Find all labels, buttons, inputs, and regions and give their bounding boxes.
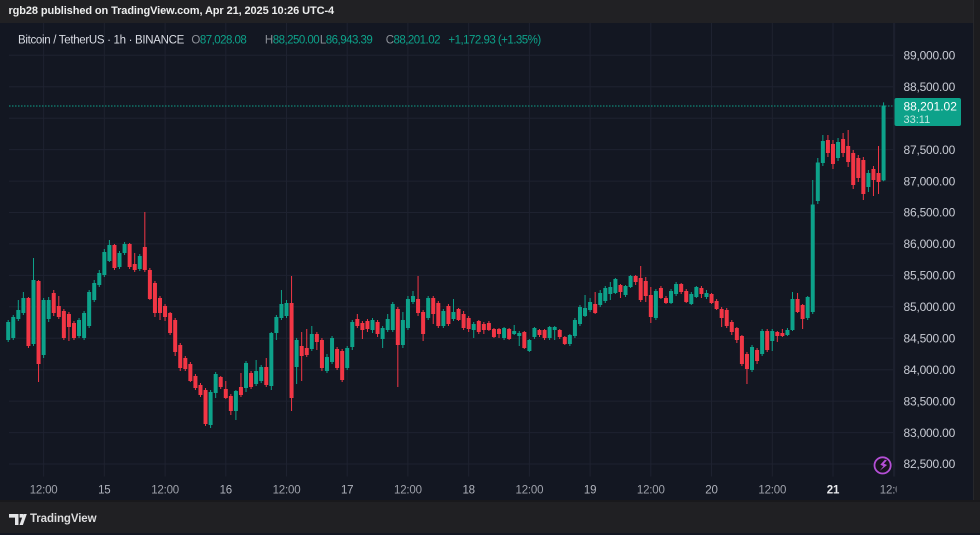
svg-text:21: 21 (827, 485, 840, 497)
svg-text:12:00: 12:00 (637, 485, 665, 497)
svg-text:12:00: 12:00 (394, 485, 422, 497)
svg-text:12:00: 12:00 (516, 485, 544, 497)
svg-text:89,000.00: 89,000.00 (904, 49, 956, 63)
svg-text:82,500.00: 82,500.00 (904, 457, 956, 471)
svg-text:L86,943.39: L86,943.39 (320, 34, 372, 46)
svg-text:20: 20 (705, 485, 717, 497)
svg-text:15: 15 (98, 485, 110, 497)
svg-text:86,500.00: 86,500.00 (904, 206, 956, 220)
svg-text:C88,201.02: C88,201.02 (386, 34, 440, 46)
svg-text:84,000.00: 84,000.00 (904, 363, 956, 377)
svg-text:O87,028.08: O87,028.08 (191, 34, 246, 46)
svg-text:12:00: 12:00 (880, 485, 908, 497)
svg-text:86,000.00: 86,000.00 (904, 237, 956, 251)
svg-text:33:11: 33:11 (904, 114, 931, 126)
svg-text:85,000.00: 85,000.00 (904, 300, 956, 314)
svg-text:12:00: 12:00 (151, 485, 179, 497)
svg-text:84,500.00: 84,500.00 (904, 332, 956, 346)
svg-text:Bitcoin / TetherUS · 1h · BINA: Bitcoin / TetherUS · 1h · BINANCE (18, 34, 185, 46)
svg-text:19: 19 (584, 485, 596, 497)
svg-text:16: 16 (220, 485, 232, 497)
svg-text:12:00: 12:00 (30, 485, 58, 497)
svg-text:85,500.00: 85,500.00 (904, 269, 956, 283)
svg-text:83,000.00: 83,000.00 (904, 426, 956, 440)
svg-text:83,500.00: 83,500.00 (904, 394, 956, 408)
svg-text:88,500.00: 88,500.00 (904, 80, 956, 94)
svg-text:H88,250.00: H88,250.00 (265, 34, 319, 46)
svg-text:18: 18 (462, 485, 474, 497)
svg-text:17: 17 (341, 485, 353, 497)
svg-text:88,201.02: 88,201.02 (904, 100, 958, 114)
svg-text:12:00: 12:00 (758, 485, 786, 497)
svg-text:+1,172.93 (+1.35%): +1,172.93 (+1.35%) (448, 34, 541, 46)
svg-text:12:00: 12:00 (273, 485, 301, 497)
svg-text:87,000.00: 87,000.00 (904, 174, 956, 188)
svg-text:87,500.00: 87,500.00 (904, 143, 956, 157)
